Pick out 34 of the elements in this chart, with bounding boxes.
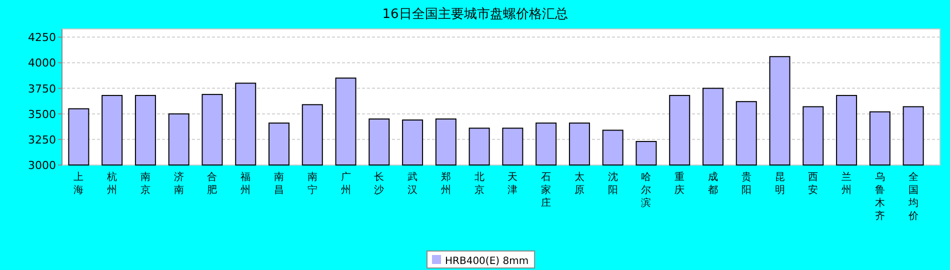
x-tick-label: 武汉 (408, 171, 418, 196)
x-tick-label: 合肥 (207, 171, 218, 196)
x-tick-label: 南京 (140, 171, 150, 196)
x-tick-label: 广州 (340, 171, 351, 196)
x-tick-label: 长沙 (374, 171, 384, 196)
y-tick-label: 4000 (28, 56, 56, 70)
x-tick-label: 贵阳 (741, 171, 752, 196)
x-tick-label: 天津 (508, 172, 518, 196)
x-tick-label: 济南 (174, 171, 184, 196)
x-tick-label: 沈阳 (608, 171, 618, 196)
x-tick-label: 石家庄 (541, 172, 552, 209)
x-tick-label: 兰州 (842, 171, 852, 196)
x-tick-label: 重庆 (674, 171, 685, 196)
y-tick-label: 4250 (28, 31, 56, 44)
x-tick-label: 杭州 (106, 171, 118, 196)
x-tick-label: 上海 (74, 171, 84, 196)
x-tick-label: 郑州 (440, 171, 451, 196)
x-tick-label: 全国均价 (907, 171, 918, 222)
x-tick-label: 乌鲁木齐 (874, 171, 885, 222)
x-tick-label: 南宁 (307, 171, 318, 196)
y-tick-label: 3000 (28, 159, 56, 172)
legend-label: HRB400(E) 8mm (445, 256, 529, 267)
y-tick-label: 3250 (28, 133, 56, 146)
x-tick-label: 哈尔滨 (641, 171, 652, 209)
x-tick-label: 南昌 (274, 171, 284, 196)
x-tick-label: 昆明 (774, 172, 785, 196)
y-tick-label: 3750 (28, 82, 56, 96)
x-tick-label: 太原 (574, 171, 584, 196)
y-tick-label: 3500 (28, 108, 56, 121)
x-tick-label: 福州 (240, 171, 251, 196)
x-tick-label: 西安 (808, 172, 818, 196)
x-tick-label: 北京 (474, 171, 484, 196)
x-tick-label: 成都 (708, 171, 718, 196)
chart-title: 16日全国主要城市盘螺价格汇总 (382, 6, 568, 22)
